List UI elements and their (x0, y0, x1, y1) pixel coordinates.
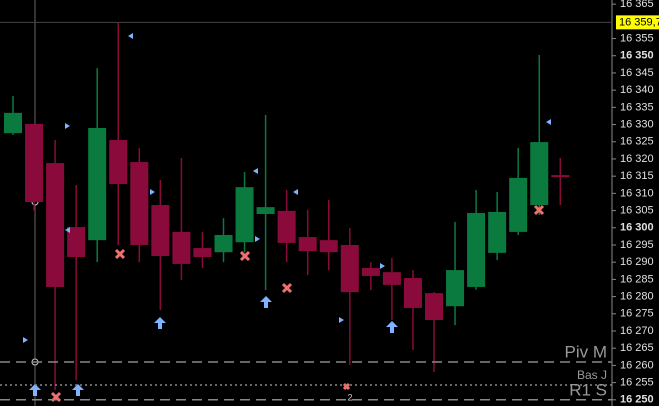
candle-body (235, 187, 254, 243)
y-tick-label: 16 345 (620, 67, 654, 79)
level-label: R1 S (569, 380, 607, 399)
candle-body (319, 240, 338, 253)
y-tick-label: 16 340 (620, 84, 654, 96)
y-tick-label: 16 320 (620, 153, 654, 165)
y-tick-label: 16 300 (620, 222, 654, 234)
y-tick-label: 16 295 (620, 239, 654, 251)
y-tick-label: 16 305 (620, 204, 654, 216)
candles (4, 22, 570, 391)
x-marks (50, 204, 545, 403)
y-tick-label: 16 250 (620, 394, 654, 406)
candle-body (361, 268, 380, 276)
candle-body (4, 112, 22, 134)
y-tick-label: 16 285 (620, 273, 654, 285)
candle-body (382, 272, 401, 285)
candle-body (172, 231, 191, 264)
candle-body (298, 237, 317, 252)
candle-body (109, 140, 128, 185)
last-price-tag (616, 15, 659, 30)
y-tick-label: 16 270 (620, 325, 654, 337)
candle-body (67, 227, 86, 258)
last-price-label: 16 359,7 (619, 16, 659, 28)
y-tick-label: 16 260 (620, 359, 654, 371)
y-tick-label: 16 335 (620, 101, 654, 113)
y-tick-label: 16 350 (620, 50, 654, 62)
candle-body (25, 123, 44, 202)
candle-body (151, 205, 170, 256)
y-tick-label: 16 310 (620, 187, 654, 199)
y-tick-label: 16 265 (620, 342, 654, 354)
annotation: 2 (347, 392, 352, 402)
candle-body (530, 142, 549, 206)
y-tick-label: 16 315 (620, 170, 654, 182)
y-tick-label: 16 365 (620, 0, 654, 10)
candle-body (467, 212, 486, 287)
candle-body (509, 177, 528, 232)
y-tick-label: 16 255 (620, 377, 654, 389)
candle-body (425, 293, 443, 320)
candle-body (403, 278, 422, 308)
candle-body (551, 175, 570, 178)
y-tick-label: 16 280 (620, 290, 654, 302)
candle-body (488, 211, 507, 253)
y-tick-label: 16 330 (620, 118, 654, 130)
candle-body (277, 210, 296, 243)
y-tick-label: 16 355 (620, 32, 654, 44)
candle-body (446, 270, 465, 307)
candle-body (88, 127, 107, 241)
y-tick-label: 16 290 (620, 256, 654, 268)
candle-body (193, 248, 212, 258)
y-tick-label: 16 325 (620, 136, 654, 148)
candle-body (130, 162, 149, 245)
level-label: Piv M (565, 342, 608, 361)
candle-body (340, 244, 359, 293)
candle-body (214, 234, 233, 253)
candle-body (256, 207, 275, 215)
candle-body (46, 163, 65, 287)
signals (23, 33, 551, 403)
y-tick-label: 16 275 (620, 308, 654, 320)
level-label: Bas J (577, 368, 607, 382)
